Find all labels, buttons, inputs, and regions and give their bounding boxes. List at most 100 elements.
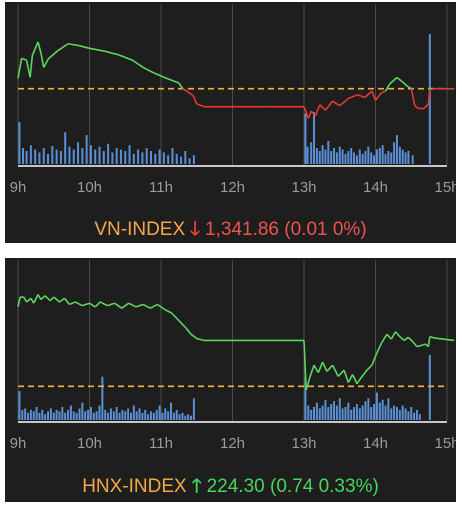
vn-price-segment [371,90,377,101]
hnx-volume-bar [127,408,130,420]
hnx-tick-label: 9h [10,435,27,452]
hnx-tick-label: 14h [363,435,388,452]
hnx-price-segment [171,312,180,322]
vn-volume-bar [180,156,183,164]
vn-volume-bar [310,142,313,164]
hnx-price-segment [351,374,358,385]
hnx-volume-bar [84,411,87,420]
hnx-volume-bar [192,398,195,420]
arrow-up-icon: 🡑 [191,476,202,497]
vn-volume-bar [387,151,390,164]
hnx-volume-bar [64,412,67,420]
vn-index-summary: VN-INDEX 🡓 1,341.86 (0.01 0%) [5,215,456,247]
hnx-price-segment [317,361,324,373]
vn-volume-bar [318,151,321,164]
vn-index-value: 1,341.86 [205,219,279,240]
hnx-volume-bar [375,392,378,420]
hnx-price-segment [337,369,345,377]
vn-volume-bar [124,151,127,164]
hnx-price-segment [69,301,76,306]
vn-volume-bar [350,148,353,164]
vn-price-segment [414,105,419,110]
hnx-price-segment [178,320,187,329]
hnx-volume-bar [98,405,101,420]
hnx-price-segment [407,336,414,343]
hnx-volume-bar [361,405,364,420]
vn-volume-bar [313,112,316,164]
hnx-volume-bar [21,409,24,420]
hnx-volume-bar [178,414,181,420]
vn-volume-bar [167,155,170,164]
hnx-price-segment [23,296,28,303]
vn-index-name: VN-INDEX [94,219,186,240]
hnx-volume-bar [324,399,327,420]
hnx-price-segment [40,295,46,301]
hnx-volume-bar [121,409,124,420]
hnx-volume-bar [330,404,333,420]
vn-price-segment [303,106,310,119]
hnx-volume-bar [358,408,361,420]
hnx-volume-bar [381,399,384,420]
hnx-price-segment [99,301,108,307]
hnx-price-segment [434,337,455,342]
vn-price-segment [117,53,133,61]
vn-index-chart: 9h 10h 11h 12h 13h 14h 15h [10,4,456,196]
hnx-volume-bar [92,412,95,420]
hnx-volume-bar [95,411,98,420]
hnx-volume-bar [167,411,170,420]
hnx-price-segment [356,377,362,385]
vn-volume-bar [367,146,370,164]
vn-volume-bar [55,149,58,164]
vn-volume-bar [395,135,398,164]
hnx-price-segment [74,301,83,307]
vn-volume-bar [42,148,45,164]
vn-volume-bar [132,153,135,164]
vn-tick-label: 10h [77,179,102,196]
vn-tick-label: 13h [291,179,316,196]
vn-volume-bar [184,151,187,164]
vn-volume-bar [85,135,88,164]
hnx-volume-bar [327,407,330,420]
vn-price-segment [324,100,334,111]
hnx-tick-label: 15h [434,435,456,452]
vn-volume-bar [98,146,101,164]
hnx-volume-bar [52,412,55,420]
hnx-price-segment [58,297,65,303]
hnx-volume-bar [49,408,52,420]
hnx-volume-bar [304,376,307,420]
hnx-volume-bar [101,376,104,420]
hnx-price-segment [380,333,388,344]
hnx-price-segment [44,295,51,302]
vn-index-change: (0.01 0%) [284,219,367,240]
hnx-volume-bar [415,409,418,420]
hnx-volume-bar [401,405,404,420]
vn-volume-bar [145,148,148,164]
hnx-volume-bar [47,411,50,420]
hnx-tick-label: 10h [77,435,102,452]
vn-volume-bar [192,155,195,164]
vn-price-segment [31,41,39,56]
hnx-price-segment [386,333,392,340]
hnx-price-segment [142,303,151,309]
vn-volume-bar [358,149,361,164]
hnx-volume-bar [175,409,178,420]
hnx-volume-bar [350,409,353,420]
vn-price-segment [21,57,27,61]
vn-price-segment [423,103,429,110]
vn-price-segment [17,58,23,79]
hnx-volume-bar [104,409,107,420]
hnx-price-segment [394,331,401,338]
hnx-price-segment [390,331,397,340]
hnx-price-segment [149,303,158,309]
hnx-volume-bar [138,408,141,420]
hnx-volume-bar [370,407,373,420]
vn-price-segment [153,72,165,79]
hnx-price-segment [343,369,350,383]
hnx-volume-bar [144,409,147,420]
hnx-price-segment [33,294,39,304]
hnx-index-change: (0.74 0.33%) [270,476,379,497]
hnx-price-segment [26,297,32,303]
hnx-price-segment [421,343,426,347]
hnx-volume-bar [75,412,78,420]
hnx-volume-bar [190,415,193,420]
